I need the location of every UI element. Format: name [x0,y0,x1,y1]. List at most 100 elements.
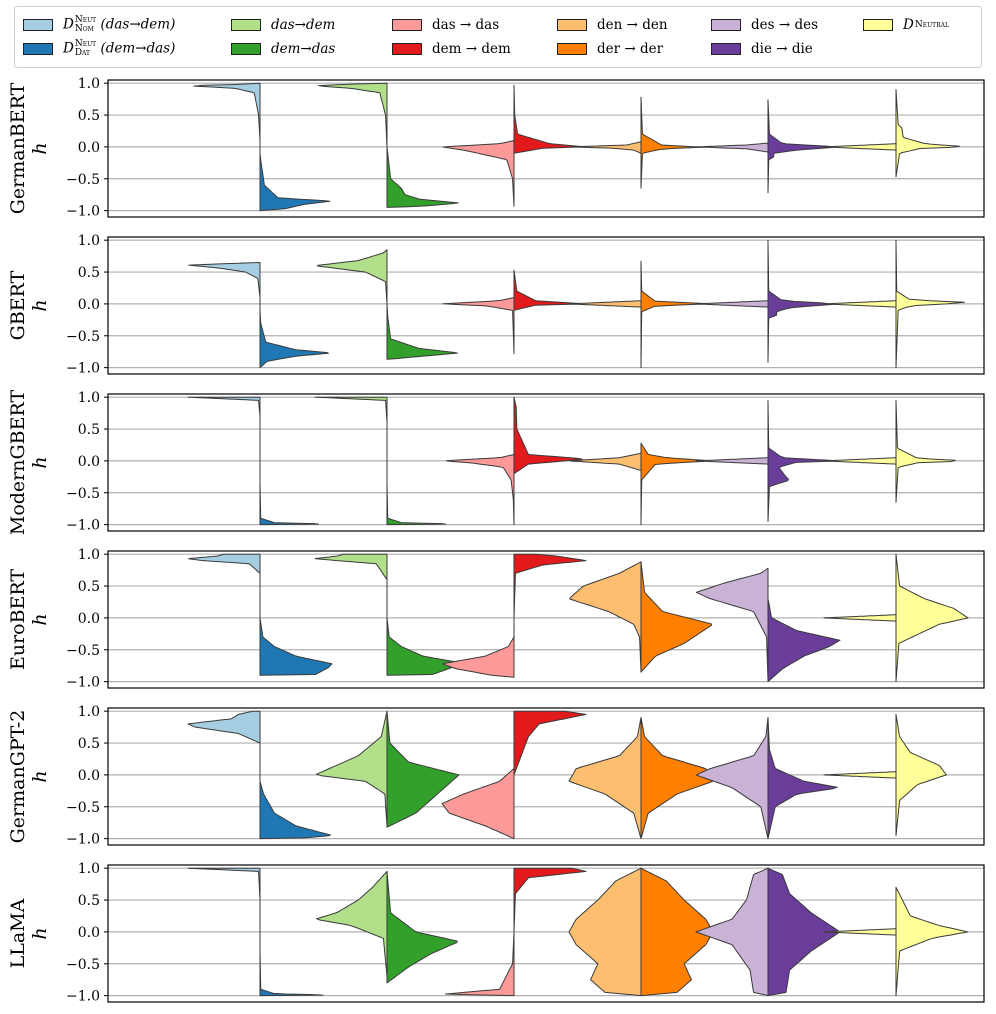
y-tick-label: 0.0 [78,925,100,941]
violin-half-neutral [823,457,897,465]
y-tick-label: 0.5 [78,422,100,438]
violin-half-dem_das [386,870,458,984]
y-tick-label: −1.0 [66,204,100,220]
y-tick-label: −0.5 [66,329,100,345]
violin-half-den_den [570,141,642,154]
legend-label: das→dem [271,17,336,33]
legend-swatch [392,19,422,31]
violin-half-die_die [767,239,834,363]
panel-llama: 1.0 0.5 0.0 −0.5 −1.0 LLaMA h [7,861,985,1005]
violin-half-das_dem [314,396,388,424]
panel-model-label: GermanBERT [7,82,29,214]
violin-half-die_die [767,717,838,840]
legend-swatch [392,43,422,55]
violin-half-das_das [442,636,515,678]
violin-half-dem_das [386,303,458,360]
y-tick-label: 0.5 [78,736,100,752]
violin-half-der_der [640,96,703,189]
y-tick-label: 0.5 [78,893,100,909]
y-tick-label: −1.0 [66,361,100,377]
violin-half-neutral [895,713,947,836]
y-tick-label: 0.0 [78,454,100,470]
violin-half-der_der [640,561,713,673]
legend-label: D Neutral [903,17,949,33]
violin-half-neutral [895,399,956,503]
panel-frame [107,707,985,846]
panel-eurobert: 1.0 0.5 0.0 −0.5 −1.0 EuroBERT h [7,547,985,691]
violin-half-dem_das [386,617,459,676]
violin-half-nom_neut [188,553,261,574]
legend-item-dem_das: dem→das [231,37,335,61]
violin-half-dem_das [386,710,460,828]
violin-half-nom_neut [187,710,261,744]
legend-label: die → die [751,41,813,57]
violin-half-dem_dem [513,396,583,475]
legend-label: den → den [597,17,668,33]
panel-moderngbert: 1.0 0.5 0.0 −0.5 −1.0 ModernGBERT h [7,390,985,535]
violin-half-dat_neut [259,617,333,676]
legend-swatch [711,43,741,55]
violin-half-der_der [640,260,711,369]
y-tick-label: −1.0 [66,675,100,691]
violin-half-das_dem [314,553,388,581]
panel-germanbert: 1.0 0.5 0.0 −0.5 −1.0 GermanBERT h [7,76,985,220]
legend-swatch [557,43,587,55]
legend-label: D Neut Nom (das→dem) [63,15,176,34]
violin-half-neutral [895,553,969,683]
legend-item-das_das: das → das [392,13,499,37]
y-axis-label: h [29,927,51,939]
violin-half-den_den [568,867,642,997]
violin-half-den_den [568,717,642,840]
violin-half-dat_neut [259,482,319,526]
violin-half-den_den [569,561,642,673]
violin-half-des_des [695,300,769,308]
panel-germangpt-2: 1.0 0.5 0.0 −0.5 −1.0 GermanGPT-2 h [7,704,985,848]
violin-half-des_des [696,717,769,840]
panel-model-label: GermanGPT-2 [7,710,29,844]
violin-half-neutral [895,89,961,178]
violin-half-dem_dem [513,84,582,154]
legend-item-der_der: der → der [557,37,663,61]
violin-half-des_des [695,867,769,997]
violin-half-das_dem [316,870,388,977]
violin-half-nom_neut [187,867,261,901]
y-tick-label: −0.5 [66,800,100,816]
legend-swatch [863,19,893,31]
y-tick-label: 1.0 [78,704,100,720]
legend: D Neut Nom (das→dem) D Neut Dat (dem→das) das→… [14,6,982,68]
violin-half-das_das [445,454,515,526]
violin-half-die_die [767,598,841,683]
violin-half-dat_neut [259,950,324,997]
y-tick-label: 0.0 [78,140,100,156]
y-tick-label: 0.0 [78,768,100,784]
violin-half-dem_das [386,146,459,208]
violin-half-neutral [823,300,897,308]
y-axis-label: h [29,613,51,625]
panel-frame [107,864,985,1003]
legend-label: dem→das [271,41,336,57]
y-tick-label: 0.5 [78,579,100,595]
violin-half-nom_neut [193,82,261,141]
y-tick-label: 0.0 [78,611,100,627]
violin-half-dat_neut [259,309,329,369]
panel-frame [107,79,985,218]
violin-half-das_das [441,768,515,840]
violin-half-das_dem [315,710,388,827]
violin-half-der_der [640,717,714,840]
legend-label: dem → dem [432,41,511,57]
legend-item-dat_neut: D Neut Dat (dem→das) [23,37,175,61]
y-tick-label: 0.5 [78,265,100,281]
legend-item-des_des: des → des [711,13,818,37]
panel-frame [107,236,985,375]
y-tick-label: −0.5 [66,643,100,659]
y-axis-label: h [29,456,51,468]
violin-half-neutral [823,928,897,936]
legend-swatch [23,43,53,55]
violin-half-nom_neut [188,262,261,298]
legend-swatch [23,19,53,31]
y-tick-label: 0.5 [78,108,100,124]
violin-half-dat_neut [259,780,331,840]
violin-half-des_des [695,457,769,465]
violin-half-nom_neut [187,396,261,417]
y-tick-label: −0.5 [66,957,100,973]
